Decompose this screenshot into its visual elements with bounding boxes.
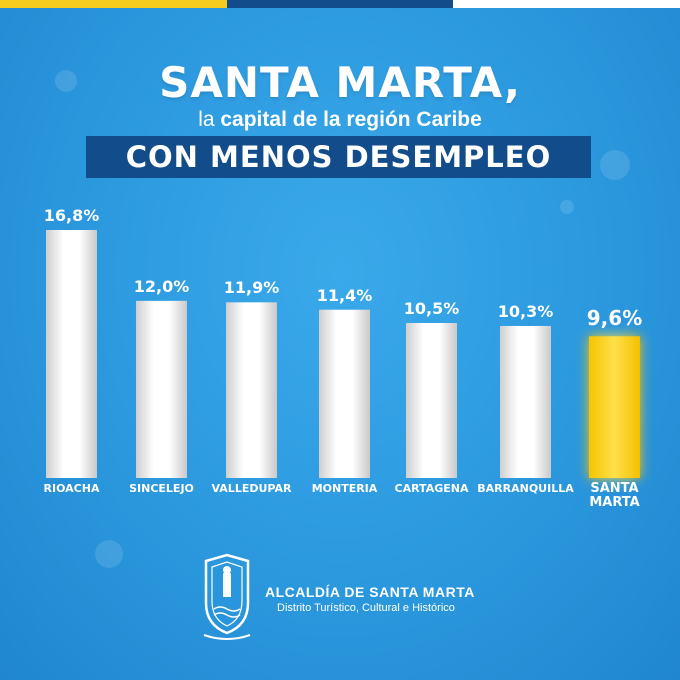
value-label: 16,8% <box>43 206 100 225</box>
value-label: 10,5% <box>403 299 460 318</box>
bar-valledupar <box>226 302 277 478</box>
decor-dot <box>560 200 574 214</box>
top-bar-yellow <box>0 0 227 8</box>
decor-dot <box>95 540 123 568</box>
bar-barranquilla <box>500 325 551 478</box>
category-label: VALLEDUPAR <box>211 482 292 495</box>
category-label: RIOACHA <box>43 482 100 495</box>
bar-monteria <box>319 309 370 478</box>
value-label: 12,0% <box>133 276 190 296</box>
top-bar-white <box>453 0 680 8</box>
decor-dot <box>600 150 630 180</box>
page-title: SANTA MARTA, <box>159 58 521 107</box>
value-label: 11,4% <box>316 285 373 305</box>
top-color-bar <box>0 0 680 8</box>
subtitle-prefix: la <box>198 108 221 131</box>
subtitle-bold: capital de la región Caribe <box>220 108 482 131</box>
org-name: ALCALDÍA DE SANTA MARTA <box>265 584 475 600</box>
page-subtitle: la capital de la región Caribe <box>0 108 680 132</box>
decor-dot <box>55 70 77 92</box>
value-label: 11,9% <box>223 278 280 298</box>
bar-santa-marta <box>589 336 640 478</box>
category-label: BARRANQUILLA <box>477 482 574 495</box>
value-label: 9,6% <box>586 306 643 331</box>
org-tagline: Distrito Turístico, Cultural e Histórico <box>277 602 455 614</box>
category-label: SINCELEJO <box>129 482 194 495</box>
coat-of-arms-icon <box>203 553 251 640</box>
value-label: 10,3% <box>497 301 554 321</box>
category-label: MONTERIA <box>311 482 378 495</box>
bar-sincelejo <box>136 300 187 478</box>
category-label: CARTAGENA <box>394 482 469 495</box>
top-bar-blue <box>227 0 453 8</box>
bar-rioacha <box>46 230 97 478</box>
category-label: SANTA MARTA <box>589 481 640 510</box>
headline-banner: CON MENOS DESEMPLEO <box>86 136 591 178</box>
bar-cartagena <box>406 323 457 478</box>
